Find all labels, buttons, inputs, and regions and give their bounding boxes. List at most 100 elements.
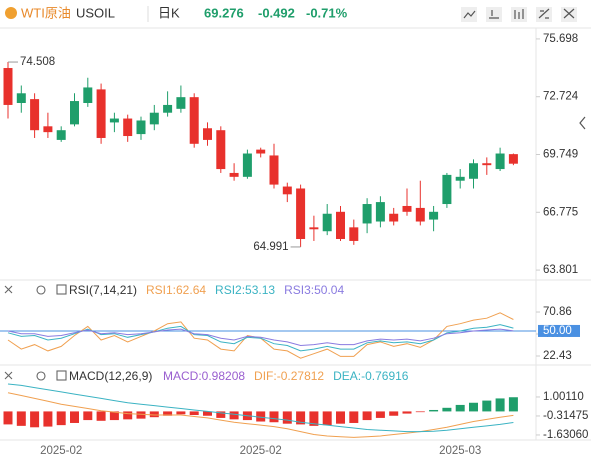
expand-icon[interactable]	[56, 284, 67, 295]
legend-entry: RSI3:50.04	[284, 283, 344, 297]
rsi-line	[7, 328, 514, 347]
candle-body	[296, 188, 306, 240]
macd-bar	[96, 411, 106, 421]
macd-bar	[309, 411, 319, 426]
legend-entry: RSI1:62.64	[146, 283, 206, 297]
candle-body	[322, 213, 332, 232]
indicator-title: MACD(12,26,9)	[69, 369, 152, 383]
y-tick-label: 22.43	[543, 350, 572, 362]
candle-body	[242, 153, 252, 177]
macd-bar	[229, 411, 239, 420]
macd-bar	[56, 411, 66, 426]
price-change-pct: -0.71%	[306, 5, 348, 20]
macd-bar	[269, 411, 279, 423]
candle-body	[336, 211, 345, 240]
settings-icon[interactable]	[36, 285, 46, 295]
macd-bar	[30, 411, 40, 428]
candle-body	[349, 227, 359, 241]
macd-bar	[322, 411, 332, 426]
tool-icon[interactable]	[461, 7, 477, 22]
macd-bar	[216, 411, 226, 418]
close-icon[interactable]	[4, 285, 13, 294]
candle-body	[402, 205, 412, 212]
candle-body	[269, 155, 279, 185]
candle-body	[469, 163, 478, 179]
tool-icon[interactable]	[536, 7, 552, 22]
candle-body	[189, 97, 199, 144]
macd-bar	[296, 411, 306, 425]
candle-body	[415, 207, 425, 222]
candle-body	[123, 118, 133, 137]
macd-bar	[442, 407, 452, 412]
legend-entry: DEA:-0.76916	[333, 369, 409, 383]
candle-body	[256, 149, 266, 154]
tool-icon[interactable]	[486, 7, 502, 22]
macd-bar	[136, 411, 146, 419]
candle-body	[109, 118, 119, 123]
collapse-arrow[interactable]	[579, 116, 586, 130]
candle-body	[136, 120, 146, 135]
macd-bar	[389, 411, 399, 416]
tool-icon[interactable]	[511, 7, 527, 22]
candle-body	[455, 176, 465, 181]
candle-body	[495, 153, 505, 170]
macd-bar	[402, 411, 412, 414]
expand-icon[interactable]	[56, 370, 67, 381]
low-label: 64.991	[253, 241, 288, 253]
legend-entry: DIF:-0.27812	[254, 369, 324, 383]
macd-bar	[163, 411, 173, 416]
candle-body	[309, 227, 319, 230]
candle-body	[96, 89, 106, 138]
high-label: 74.508	[20, 56, 55, 68]
legend-entry: RSI2:53.13	[215, 283, 275, 297]
candle-body	[482, 163, 492, 166]
x-tick-label: 2025-02	[40, 445, 82, 457]
symbol-name[interactable]: WTI原油	[21, 5, 71, 20]
candle-body	[56, 130, 66, 140]
candle-body	[375, 202, 385, 222]
candle-body	[176, 97, 186, 109]
macd-bar	[256, 411, 266, 422]
macd-bar	[508, 397, 518, 412]
macd-bar	[203, 411, 212, 416]
macd-bar	[123, 411, 133, 420]
y-tick-label: 72.724	[543, 91, 579, 103]
macd-bar	[83, 411, 93, 421]
macd-bar	[455, 404, 465, 412]
close-icon[interactable]	[4, 371, 13, 380]
candle-body	[442, 174, 452, 205]
macd-bar	[349, 411, 359, 423]
candle-body	[389, 213, 399, 222]
x-tick-label: 2025-03	[439, 445, 481, 457]
reference-tag	[538, 324, 580, 337]
symbol-icon	[5, 7, 17, 19]
candle-body	[163, 104, 173, 113]
candle-body	[149, 112, 159, 125]
macd-bar	[429, 409, 439, 412]
candle-body	[282, 186, 292, 195]
y-tick-label: 70.86	[543, 306, 572, 318]
fullscreen-icon[interactable]	[561, 7, 577, 22]
macd-bar	[109, 411, 119, 421]
y-tick-label: 75.698	[543, 33, 578, 45]
settings-icon[interactable]	[36, 371, 46, 381]
macd-bar	[495, 398, 505, 412]
macd-bar	[43, 411, 53, 427]
macd-bar	[16, 411, 26, 426]
macd-bar	[282, 411, 292, 424]
macd-bar	[482, 400, 492, 412]
x-tick-label: 2025-02	[240, 445, 282, 457]
candle-body	[216, 130, 226, 170]
period[interactable]: 日K	[158, 5, 180, 20]
candle-body	[229, 172, 239, 177]
y-tick-label: -1.63060	[543, 429, 588, 441]
candle-body	[429, 211, 439, 220]
last-price: 69.276	[204, 5, 244, 20]
y-tick-label: -0.31475	[543, 410, 588, 422]
candle-body	[83, 87, 93, 103]
macd-bar	[3, 411, 13, 425]
macd-line	[7, 383, 514, 433]
macd-bar	[362, 411, 372, 421]
